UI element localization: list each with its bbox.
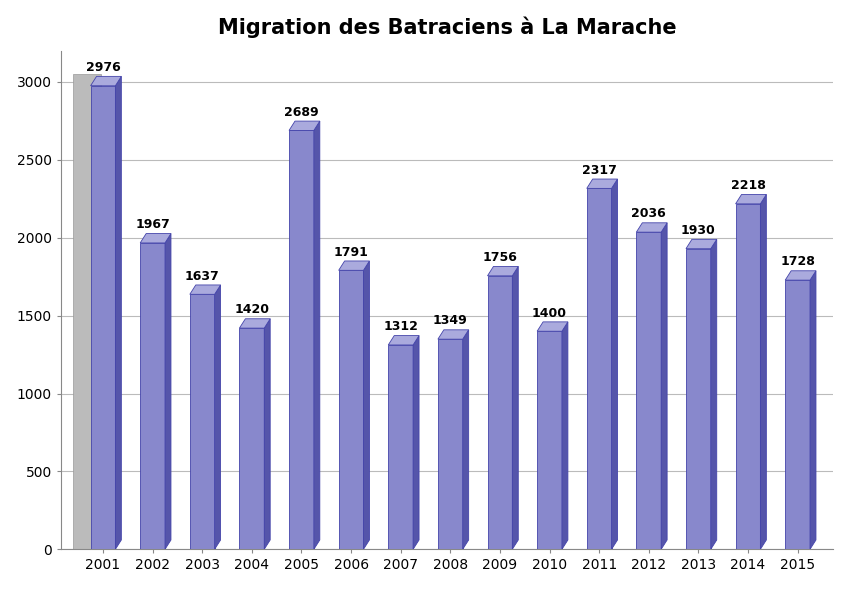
Text: 1312: 1312: [383, 320, 418, 333]
Text: 1400: 1400: [532, 306, 567, 320]
Polygon shape: [413, 336, 419, 550]
Text: 1637: 1637: [184, 270, 219, 283]
Text: 2036: 2036: [632, 207, 666, 220]
Text: 2976: 2976: [86, 61, 121, 74]
Bar: [735, 204, 761, 550]
Polygon shape: [215, 285, 221, 550]
Polygon shape: [140, 234, 171, 243]
Bar: [73, 74, 100, 550]
Polygon shape: [364, 261, 370, 550]
Text: 1756: 1756: [483, 251, 518, 264]
Bar: [537, 331, 562, 550]
Bar: [586, 188, 611, 550]
Polygon shape: [586, 179, 617, 188]
Polygon shape: [240, 319, 270, 328]
Polygon shape: [388, 336, 419, 345]
Polygon shape: [785, 271, 816, 280]
Bar: [338, 270, 364, 550]
Text: 1728: 1728: [780, 256, 815, 269]
Bar: [785, 280, 810, 550]
Text: 1420: 1420: [235, 303, 269, 316]
Title: Migration des Batraciens à La Marache: Migration des Batraciens à La Marache: [218, 16, 677, 38]
Polygon shape: [314, 121, 320, 550]
Polygon shape: [438, 330, 468, 339]
Polygon shape: [637, 223, 667, 232]
Text: 1930: 1930: [681, 224, 716, 237]
Text: 2218: 2218: [730, 179, 766, 192]
Polygon shape: [537, 322, 568, 331]
Polygon shape: [488, 266, 518, 276]
Text: 1967: 1967: [135, 218, 170, 231]
Polygon shape: [338, 261, 370, 270]
Polygon shape: [91, 77, 122, 86]
Polygon shape: [116, 77, 122, 550]
Polygon shape: [711, 239, 717, 550]
Polygon shape: [562, 322, 568, 550]
Text: 2317: 2317: [581, 164, 616, 177]
Polygon shape: [735, 194, 767, 204]
Bar: [686, 249, 711, 550]
Polygon shape: [513, 266, 518, 550]
Polygon shape: [661, 223, 667, 550]
Bar: [240, 328, 264, 550]
Polygon shape: [462, 330, 468, 550]
Text: 1349: 1349: [433, 315, 468, 327]
Polygon shape: [264, 319, 270, 550]
Bar: [488, 276, 513, 550]
Text: 1791: 1791: [334, 246, 369, 259]
Polygon shape: [810, 271, 816, 550]
Bar: [637, 232, 661, 550]
Bar: [91, 86, 116, 550]
Polygon shape: [686, 239, 717, 249]
Text: 2689: 2689: [284, 106, 319, 119]
Polygon shape: [611, 179, 617, 550]
Bar: [140, 243, 165, 550]
Polygon shape: [165, 234, 171, 550]
Bar: [438, 339, 462, 550]
Bar: [190, 294, 215, 550]
Polygon shape: [761, 194, 767, 550]
Polygon shape: [289, 121, 320, 130]
Bar: [388, 345, 413, 550]
Polygon shape: [190, 285, 221, 294]
Bar: [289, 130, 314, 550]
